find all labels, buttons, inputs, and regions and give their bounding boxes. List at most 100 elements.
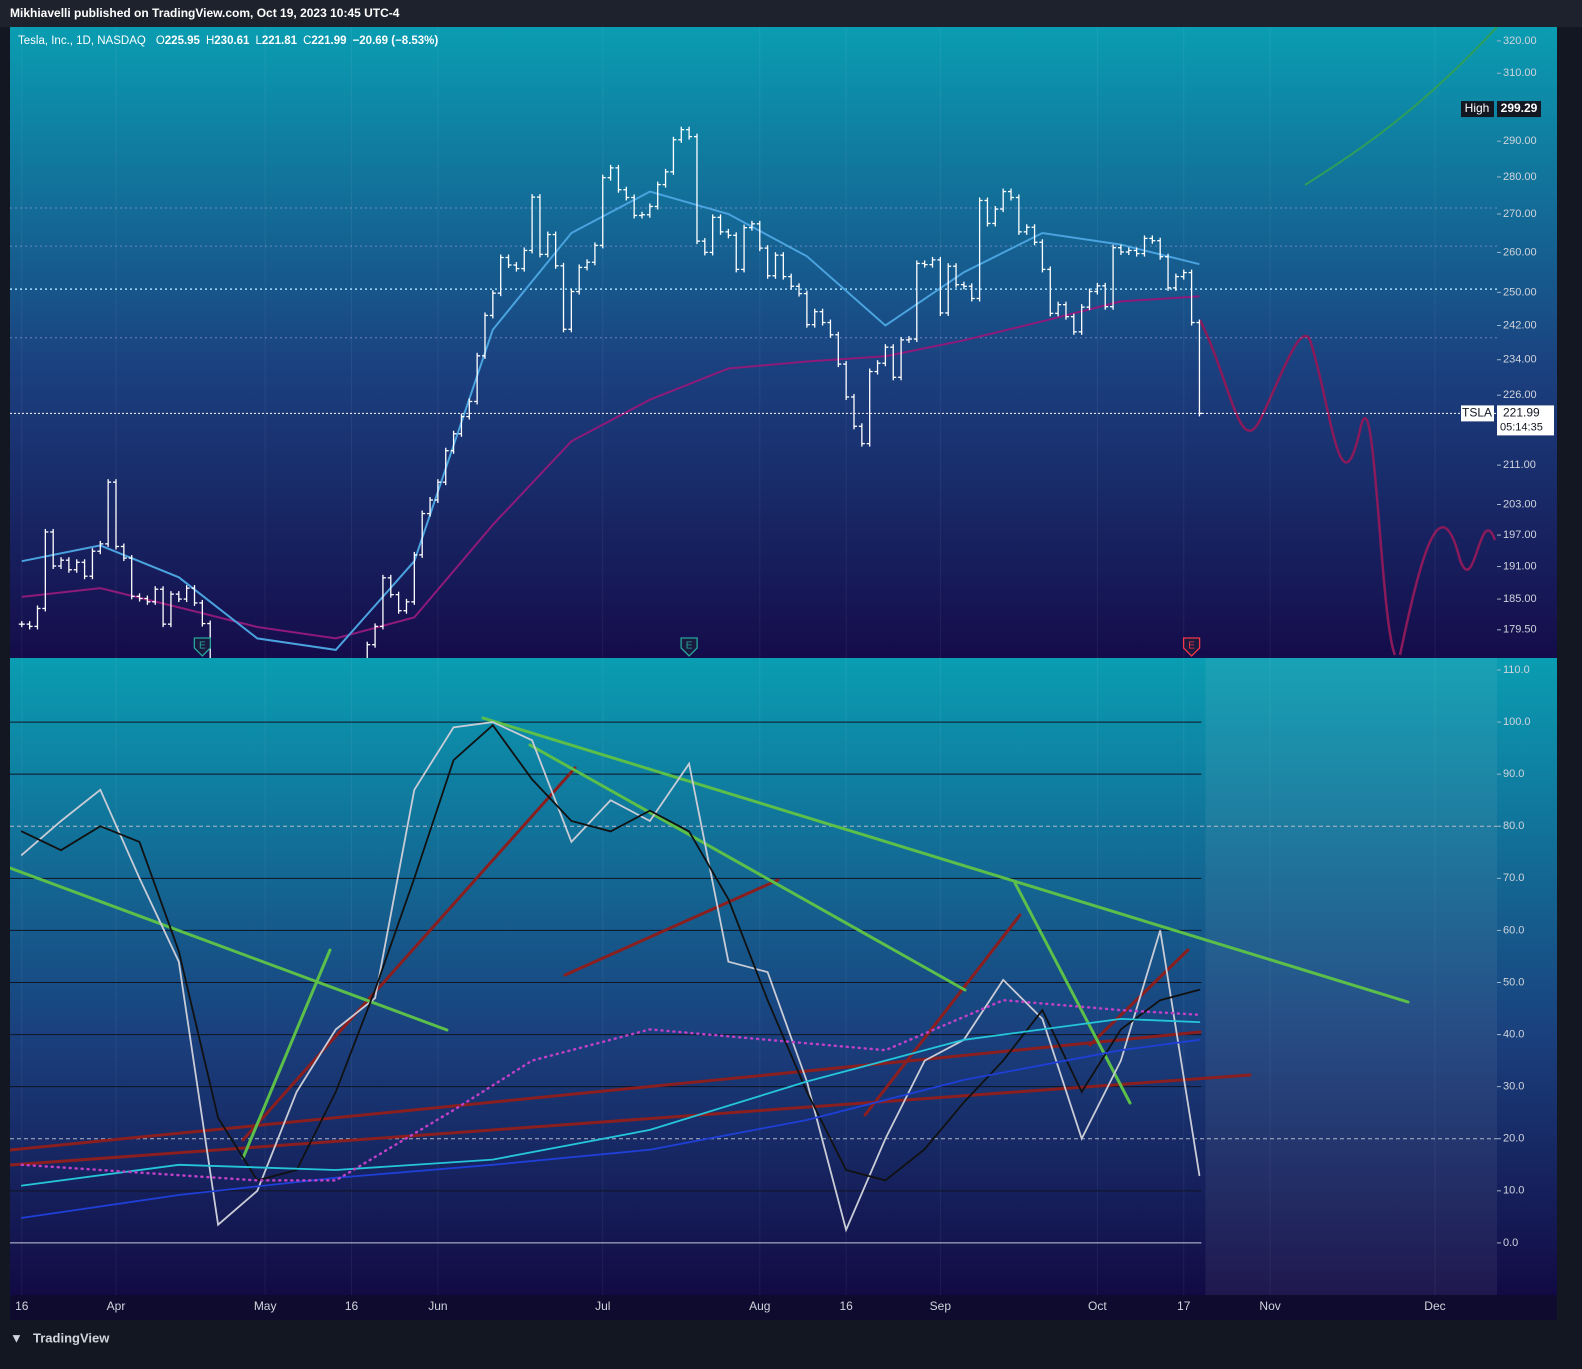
x-tick-label: Oct — [1088, 1299, 1107, 1313]
price-bar — [112, 479, 119, 550]
price-bar — [191, 585, 198, 606]
price-bar — [1172, 273, 1179, 291]
price-bar — [976, 197, 983, 302]
price-bar — [26, 621, 33, 630]
price-bar — [827, 319, 834, 338]
y-tick-label: 260.00 — [1503, 246, 1537, 258]
y-tick-label: 203.00 — [1503, 498, 1537, 510]
earnings-label: E — [686, 641, 693, 652]
legend-key: O — [156, 35, 165, 47]
price-bar — [686, 126, 693, 140]
y-tick-label: 100.0 — [1503, 716, 1531, 728]
trendline — [10, 866, 449, 1032]
price-bar — [741, 224, 748, 273]
high-tag-label: High — [1465, 101, 1490, 115]
price-bar — [65, 557, 72, 573]
last-tag-label: TSLA — [1462, 406, 1492, 420]
projection-drawing — [1398, 525, 1497, 656]
x-tick-label: Nov — [1259, 1299, 1280, 1313]
price-bar — [1133, 247, 1140, 257]
last-value-label: 221.99 — [1503, 406, 1540, 420]
price-bar — [819, 308, 826, 326]
trendline — [1088, 948, 1190, 1047]
price-bar — [1023, 224, 1030, 235]
price-bar — [905, 336, 912, 343]
price-bar — [128, 555, 135, 600]
price-bar — [1165, 253, 1172, 291]
y-tick-label: 40.0 — [1503, 1028, 1524, 1040]
trendline — [528, 743, 967, 992]
price-bar — [725, 228, 732, 239]
y-tick-label: 110.0 — [1503, 664, 1530, 676]
price-bar — [1055, 301, 1062, 317]
price-bar — [481, 312, 488, 359]
oscillator-line — [20, 723, 1201, 1182]
price-bar — [599, 174, 606, 249]
price-bar — [890, 344, 897, 381]
y-tick-label: 70.0 — [1503, 872, 1524, 884]
legend-key: L — [255, 35, 262, 47]
time-axis — [10, 1295, 1557, 1320]
price-bar — [764, 245, 771, 279]
x-tick-label: Sep — [930, 1299, 952, 1313]
trendline — [481, 716, 1410, 1004]
oscillator-line — [20, 998, 1201, 1182]
earnings-label: E — [199, 641, 206, 652]
price-bar — [167, 591, 174, 628]
price-bar — [199, 599, 206, 627]
high-value-label: 299.29 — [1501, 101, 1538, 115]
y-tick-label: 50.0 — [1503, 976, 1524, 988]
price-bar — [521, 247, 528, 272]
price-bar — [403, 598, 410, 614]
price-bar — [591, 242, 598, 266]
price-bar — [866, 368, 873, 447]
y-tick-label: 191.00 — [1503, 560, 1537, 572]
y-tick-label: 280.00 — [1503, 171, 1537, 183]
price-bar — [811, 308, 818, 328]
price-bar — [882, 344, 889, 367]
price-bar — [992, 206, 999, 227]
trendline — [10, 1073, 1252, 1167]
price-bar — [701, 238, 708, 256]
price-bar — [953, 263, 960, 288]
price-bar — [929, 256, 936, 268]
legend-symbol: Tesla, Inc., 1D, NASDAQ — [18, 35, 146, 47]
high-tag-bg — [1461, 101, 1494, 118]
countdown-label: 05:14:35 — [1500, 421, 1543, 433]
y-tick-label: 226.00 — [1503, 389, 1537, 401]
x-tick-label: May — [254, 1299, 277, 1313]
y-tick-label: 0.0 — [1503, 1237, 1518, 1249]
x-tick-label: Apr — [107, 1299, 126, 1313]
x-tick-label: Aug — [749, 1299, 770, 1313]
price-bar — [395, 591, 402, 614]
y-tick-label: 211.00 — [1503, 459, 1536, 471]
price-bar — [144, 595, 151, 605]
y-tick-label: 80.0 — [1503, 820, 1524, 832]
price-bar — [576, 264, 583, 295]
price-bar — [81, 559, 88, 580]
price-bar — [1062, 301, 1069, 320]
price-bar — [34, 605, 41, 630]
price-bar — [18, 621, 25, 628]
y-tick-label: 197.00 — [1503, 529, 1537, 541]
oscillator-line — [20, 1038, 1201, 1219]
price-bar — [1008, 188, 1015, 201]
x-tick-label: 16 — [345, 1299, 359, 1313]
price-bar — [1078, 304, 1085, 335]
price-bar — [505, 254, 512, 269]
price-bar — [560, 262, 567, 333]
price-bar — [584, 259, 591, 271]
price-bar — [678, 126, 685, 143]
price-bar — [748, 220, 755, 231]
y-tick-label: 234.00 — [1503, 354, 1537, 366]
price-bar — [489, 290, 496, 319]
price-bar — [427, 496, 434, 517]
trendline — [563, 878, 780, 977]
projection-drawing — [1198, 319, 1397, 656]
price-bar — [858, 423, 865, 447]
price-bar — [717, 214, 724, 235]
price-bar — [379, 574, 386, 630]
projection-drawing — [1304, 27, 1497, 186]
price-bar — [780, 252, 787, 280]
